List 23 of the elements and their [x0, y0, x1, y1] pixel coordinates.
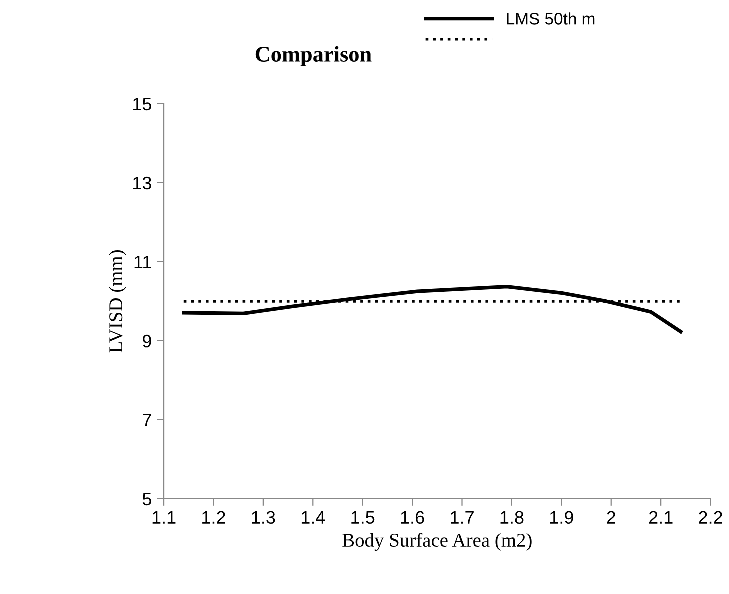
x-tick-label: 1.2 [202, 511, 226, 524]
y-tick-label: 9 [143, 334, 152, 348]
x-tick-label: 1.5 [352, 511, 375, 524]
legend-label: LMS 50th m [507, 12, 595, 25]
x-tick-label: 2.2 [699, 511, 722, 524]
y-tick-label: 13 [134, 176, 152, 190]
x-tick-label: 1.8 [500, 511, 524, 524]
y-tick-label: 5 [142, 493, 152, 506]
x-tick-label: 1.7 [451, 511, 474, 524]
x-axis-title: Body Surface Area (m2) [342, 533, 532, 552]
x-tick-label: 1.3 [252, 511, 276, 524]
line-series [182, 285, 683, 334]
x-tick-label: 1.4 [302, 511, 326, 524]
x-tick-label: 2.1 [649, 511, 673, 524]
y-tick-label: 7 [143, 414, 152, 426]
x-tick-label: 2 [607, 511, 616, 524]
chart-title: Comparison [256, 46, 372, 67]
y-tick-label: 15 [134, 98, 152, 111]
y-tick-label: 11 [134, 256, 152, 268]
x-tick-label: 1.1 [152, 511, 176, 524]
y-axis-title: LVISD (mm) [108, 250, 127, 353]
x-tick-label: 1.9 [550, 511, 574, 524]
x-tick-label: 1.6 [401, 511, 424, 524]
